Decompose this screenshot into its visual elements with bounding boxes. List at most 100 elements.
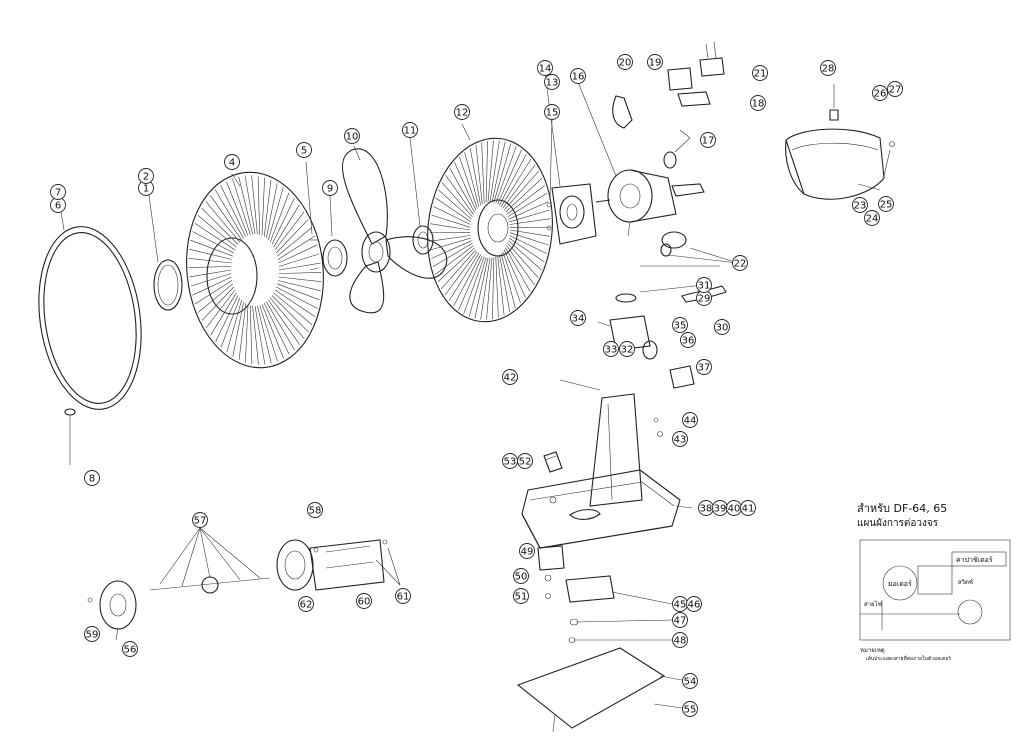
- callout-9: 9: [322, 180, 338, 196]
- grille-rib: [500, 158, 532, 207]
- grille-rib: [278, 253, 320, 267]
- grille-rib: [277, 280, 321, 292]
- grille-rib: [493, 143, 512, 203]
- callout-56: 56: [122, 641, 138, 657]
- callout-30: 30: [714, 319, 730, 335]
- callout-number: 52: [519, 457, 532, 468]
- callout-circle: [50, 184, 66, 200]
- callout-39: 39: [712, 500, 728, 516]
- front-ring: [38, 226, 142, 416]
- grille-rib: [220, 185, 247, 237]
- grille-rib: [430, 237, 471, 251]
- callout-number: 9: [327, 184, 333, 195]
- grille-rib: [495, 256, 499, 318]
- bottom-plate: [516, 647, 666, 733]
- grille-rib: [453, 254, 481, 307]
- grille-rib: [497, 149, 522, 205]
- grille-rib: [463, 256, 485, 314]
- grille-rib: [507, 243, 539, 278]
- callout-circle: [617, 54, 633, 70]
- callout-number: 53: [504, 457, 517, 468]
- callout-number: 56: [124, 645, 137, 656]
- fan-blade: [342, 148, 448, 314]
- callout-27: 27: [887, 81, 903, 97]
- rear-cover: [785, 84, 895, 200]
- grille-rib: [274, 289, 316, 318]
- callout-35: 35: [672, 317, 688, 333]
- callout-number: 14: [539, 64, 552, 75]
- grille-rib: [485, 140, 488, 203]
- callout-26: 26: [872, 85, 888, 101]
- callout-number: 31: [698, 281, 711, 292]
- grille-rib: [268, 187, 284, 241]
- grille-rib: [468, 257, 487, 317]
- callout-18: 18: [750, 95, 766, 111]
- callout-circle: [887, 81, 903, 97]
- callout-number: 42: [504, 373, 517, 384]
- grille-rib: [274, 211, 305, 251]
- callout-28: 28: [820, 60, 836, 76]
- callout-circle: [820, 60, 836, 76]
- grille-rib: [277, 235, 316, 260]
- callout-number: 36: [682, 336, 695, 347]
- grille-rib: [500, 253, 516, 308]
- callout-circle: [680, 332, 696, 348]
- circuit-switch-label: สวิตช์: [958, 578, 973, 586]
- grille-rib: [502, 164, 536, 209]
- stand-pole: [559, 379, 663, 507]
- grille-rib: [503, 249, 526, 298]
- callout-circle: [570, 310, 586, 326]
- callout-number: 24: [866, 214, 879, 225]
- grille-rib: [509, 218, 551, 225]
- grille-rib: [278, 276, 322, 282]
- grille-rib: [190, 239, 233, 257]
- grille-rib: [197, 215, 237, 248]
- callout-33: 33: [603, 341, 619, 357]
- callout-circle: [878, 196, 894, 212]
- callout-number: 51: [515, 592, 528, 603]
- callout-number: 19: [649, 58, 662, 69]
- callout-circle: [519, 543, 535, 559]
- callout-circle: [454, 104, 470, 120]
- callout-circle: [732, 255, 748, 271]
- grille-rib: [252, 305, 259, 365]
- callout-number: 17: [702, 136, 715, 147]
- callout-circle: [513, 588, 529, 604]
- grille-rib: [489, 140, 500, 203]
- grille-rib: [188, 266, 232, 268]
- grille-rib: [486, 257, 493, 320]
- grille-rib: [238, 176, 253, 235]
- grille-rib: [205, 201, 241, 243]
- callout-number: 1: [143, 184, 149, 195]
- grille-rib: [192, 231, 234, 254]
- callout-circle: [872, 85, 888, 101]
- callout-20: 20: [617, 54, 633, 70]
- grille-rib: [505, 247, 531, 292]
- callout-circle: [298, 596, 314, 612]
- callout-37: 37: [696, 359, 712, 375]
- callout-circle: [395, 588, 411, 604]
- callout-circle: [686, 596, 702, 612]
- callout-number: 38: [700, 504, 713, 515]
- grille-rib: [495, 146, 517, 204]
- grille-rib: [474, 257, 489, 319]
- callout-42: 42: [502, 369, 518, 385]
- grille-rib: [192, 276, 232, 296]
- grille-rib: [497, 255, 505, 316]
- callout-circle: [84, 626, 100, 642]
- neck-assembly: [597, 315, 695, 389]
- grille-rib: [441, 182, 473, 217]
- grille-rib: [226, 181, 249, 236]
- grille-rib: [492, 257, 495, 320]
- grille-rib: [257, 305, 272, 364]
- callout-number: 6: [55, 201, 61, 212]
- grille-rib: [273, 204, 300, 248]
- callout-circle: [502, 453, 518, 469]
- spinner: [309, 239, 348, 277]
- callout-number: 22: [734, 259, 747, 270]
- callout-47: 47: [672, 612, 688, 628]
- callout-number: 45: [674, 600, 687, 611]
- callout-number: 61: [397, 592, 410, 603]
- callout-41: 41: [740, 500, 756, 516]
